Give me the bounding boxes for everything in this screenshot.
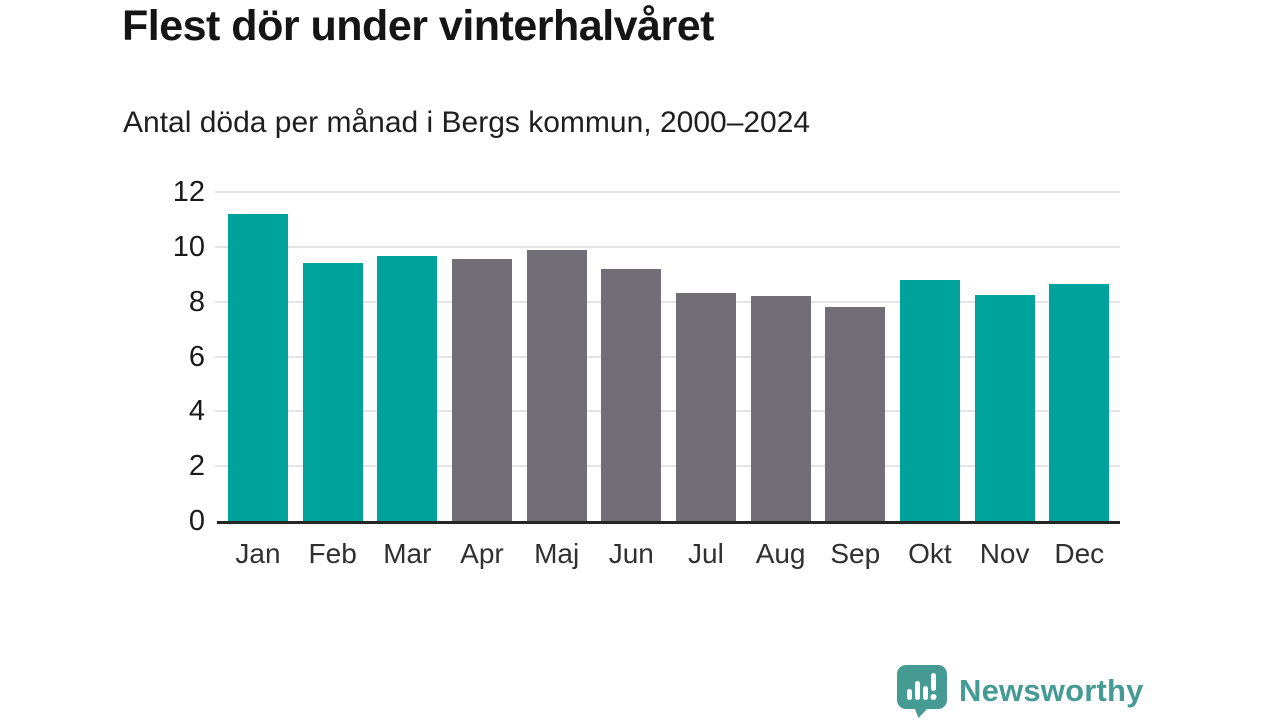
x-tick-label-maj: Maj: [534, 538, 580, 569]
x-axis-labels: Jan Feb Mar Apr Maj Jun Jul Aug Sep Okt Nov Dec: [217, 538, 1120, 580]
gridline-12: [215, 191, 1120, 193]
plot-area: [215, 191, 1120, 524]
y-tick-label-2: 2: [188, 450, 205, 483]
gridline-8: [215, 300, 1120, 303]
bar-apr: [451, 259, 512, 521]
bar-sep: [825, 307, 886, 521]
bar-jul: [675, 293, 736, 521]
brand-name: Newsworthy: [959, 673, 1144, 708]
x-tick-label-aug: Aug: [755, 538, 806, 569]
x-tick-label-jun: Jun: [608, 538, 654, 569]
logo-exclamation-stem: [931, 673, 936, 691]
x-tick-label-jan: Jan: [235, 538, 281, 569]
y-tick-label-6: 6: [188, 340, 205, 373]
bar-jun: [601, 268, 662, 521]
newsworthy-speech-bubble-chart-icon: [897, 665, 947, 718]
logo-bar-tall: [915, 681, 920, 700]
chart-subtitle: Antal döda per månad i Bergs kommun, 200…: [123, 106, 811, 139]
bar-feb: [302, 263, 363, 521]
gridline-4: [215, 410, 1120, 413]
bar-dec: [1049, 283, 1110, 521]
bar-mar: [377, 256, 438, 521]
bar-aug: [750, 296, 811, 521]
y-tick-label-12: 12: [172, 176, 205, 208]
logo-bar-short: [907, 689, 912, 700]
y-tick-label-0: 0: [188, 505, 205, 537]
bar-maj: [526, 249, 587, 521]
gridline-6: [215, 355, 1120, 358]
bar-jan: [228, 213, 288, 521]
y-tick-label-8: 8: [188, 285, 205, 318]
x-tick-label-jul: Jul: [688, 538, 724, 569]
bar-okt: [899, 279, 960, 521]
x-tick-label-feb: Feb: [308, 538, 357, 569]
x-tick-label-okt: Okt: [908, 538, 952, 569]
chart-title: Flest dör under vinterhalvåret: [122, 2, 714, 50]
y-tick-label-4: 4: [188, 395, 205, 428]
logo-exclamation-dot: [930, 694, 937, 700]
x-tick-label-mar: Mar: [383, 538, 432, 569]
gridline-2: [215, 465, 1120, 468]
x-tick-label-apr: Apr: [460, 538, 504, 569]
logo-bar-medium: [923, 686, 928, 700]
y-tick-label-10: 10: [172, 230, 205, 263]
x-tick-label-nov: Nov: [979, 538, 1030, 569]
x-tick-label-dec: Dec: [1054, 538, 1105, 569]
y-axis-labels: 0 2 4 6 8 10 12: [130, 176, 205, 537]
brand-footer: Newsworthy: [896, 664, 1144, 718]
gridline-10: [215, 245, 1120, 248]
bar-nov: [974, 294, 1035, 521]
x-tick-label-sep: Sep: [830, 538, 881, 569]
